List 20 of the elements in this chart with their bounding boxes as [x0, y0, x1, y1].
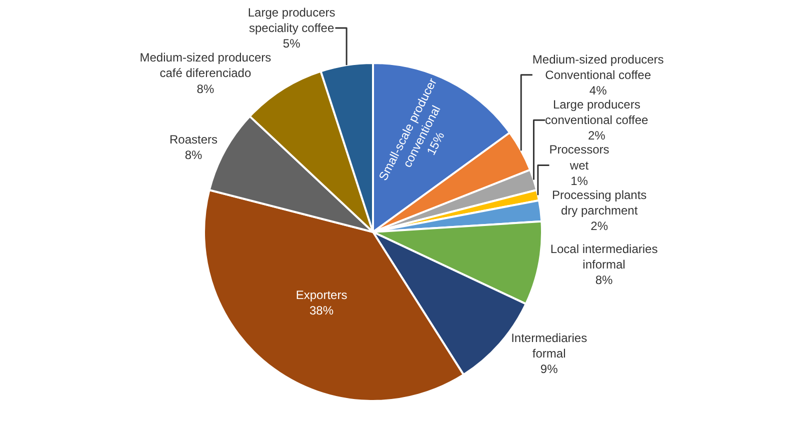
data-label: 8% — [196, 82, 214, 96]
slice-label: Processing plants dry parchment — [552, 188, 647, 218]
slice-label: Medium-sized producers Conventional coffee — [532, 52, 664, 82]
data-label: 9% — [540, 362, 558, 376]
slice-label: Local intermediaries informal — [550, 242, 658, 272]
data-label: 5% — [282, 36, 301, 51]
data-label: 1% — [570, 174, 588, 188]
slice-label: Intermediaries formal — [511, 331, 588, 361]
data-label: 38% — [310, 304, 334, 318]
data-label: 8% — [184, 148, 202, 162]
slice-label: Exporters — [296, 288, 348, 302]
data-label: 4% — [589, 83, 608, 98]
slice-label: Large producers speciality coffee — [248, 5, 336, 35]
slice-label: Medium-sized producers café diferenciado — [140, 50, 272, 80]
slice-label: Roasters — [169, 132, 218, 146]
slice-label: Processors wet — [549, 142, 610, 172]
data-label: 2% — [588, 128, 606, 143]
data-label: 8% — [595, 273, 614, 288]
data-label: 2% — [590, 219, 608, 234]
slice-label: Large producers conventional coffee — [545, 97, 649, 128]
